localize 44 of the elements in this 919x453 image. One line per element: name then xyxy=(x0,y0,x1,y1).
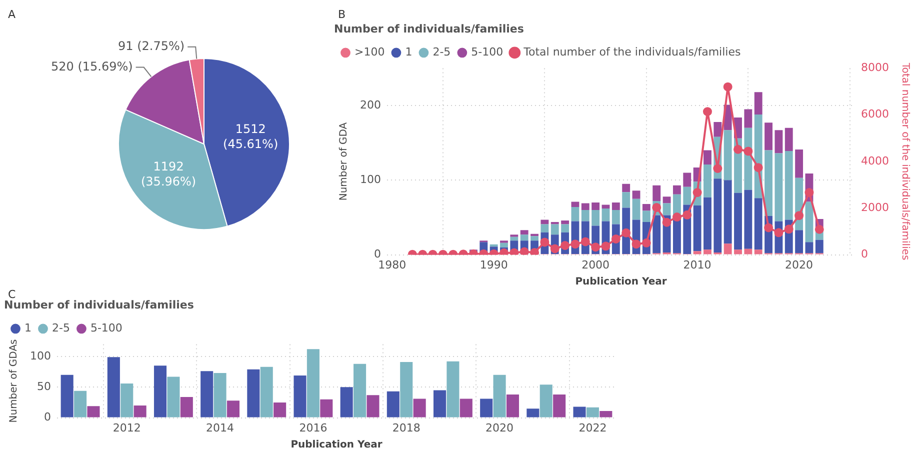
y-tick-label: 100 xyxy=(30,349,51,362)
chart-title: B xyxy=(338,8,346,21)
data-label: 1192 (35.96%) xyxy=(140,160,196,189)
x-axis-title: Publication Year xyxy=(575,276,667,288)
y-tick-label: 0 xyxy=(44,410,51,424)
y-axis-title: Number of GDAs xyxy=(8,339,20,423)
chart-title: A xyxy=(8,8,16,21)
legend-label: 1 xyxy=(24,322,32,335)
legend-label: 2-5 xyxy=(432,46,451,59)
legend-label: 1 xyxy=(405,46,412,59)
y2-axis-title: Total number of the individuals/families xyxy=(899,62,910,260)
x-tick-label: 2020 xyxy=(486,421,514,434)
y2-tick-label: 8000 xyxy=(861,61,890,74)
legend-label: Total number of the individuals/families xyxy=(522,46,741,59)
x-tick-label: 2012 xyxy=(112,421,141,434)
y-tick-label: 0 xyxy=(374,248,381,261)
y2-tick-label: 0 xyxy=(861,248,868,261)
x-tick-label: 2020 xyxy=(785,258,814,272)
data-label: 520 (15.69%) xyxy=(50,59,133,74)
y-tick-label: 50 xyxy=(36,380,51,393)
chart-title: C xyxy=(8,288,16,301)
x-tick-label: 2000 xyxy=(582,258,610,272)
x-axis-title: Publication Year xyxy=(290,440,382,451)
legend-label: >100 xyxy=(354,46,385,59)
y2-tick-label: 6000 xyxy=(861,108,890,121)
legend-title: Number of individuals/families xyxy=(4,298,194,312)
data-label: 91 (2.75%) xyxy=(118,38,185,53)
legend-label: 5-100 xyxy=(471,46,504,59)
x-tick-label: 2022 xyxy=(578,421,607,434)
y-tick-label: 200 xyxy=(360,98,381,112)
y-tick-label: 100 xyxy=(360,173,381,186)
x-tick-label: 2018 xyxy=(392,421,420,434)
y2-tick-label: 4000 xyxy=(861,154,890,168)
legend-title: Number of individuals/families xyxy=(334,22,524,36)
y2-tick-label: 2000 xyxy=(861,201,890,214)
x-tick-label: 2014 xyxy=(206,421,234,434)
x-tick-label: 2016 xyxy=(299,421,328,434)
x-tick-label: 2010 xyxy=(683,258,712,272)
legend-label: 2-5 xyxy=(52,322,70,335)
legend-label: 5-100 xyxy=(90,322,122,335)
x-tick-label: 1980 xyxy=(378,258,406,272)
x-tick-label: 1990 xyxy=(480,258,508,272)
data-label: 1512 (45.61%) xyxy=(223,122,278,152)
y-axis-title: Number of GDA xyxy=(338,122,350,201)
